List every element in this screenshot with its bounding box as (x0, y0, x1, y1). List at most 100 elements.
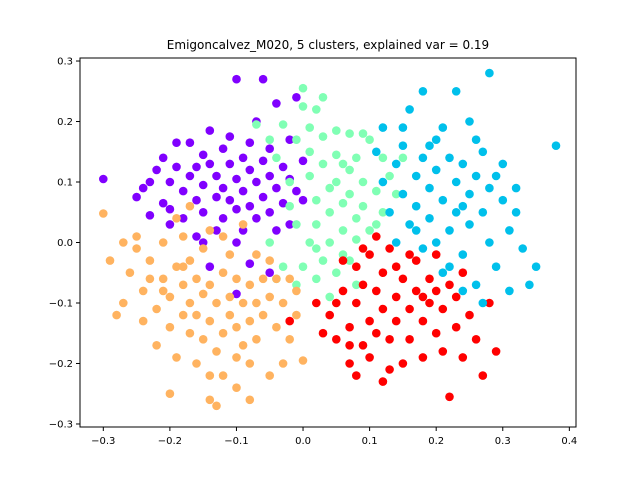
scatter-point (358, 129, 368, 138)
scatter-point (345, 129, 354, 138)
scatter-point (212, 347, 221, 356)
scatter-point (445, 153, 454, 163)
scatter-point (358, 244, 368, 253)
x-axis: −0.3 −0.2 −0.1 0.0 0.1 0.2 0.3 0.4 (91, 427, 577, 447)
scatter-point (238, 153, 248, 163)
scatter-point (272, 153, 281, 163)
scatter-point (491, 262, 501, 272)
scatter-point (485, 68, 494, 78)
scatter-point (212, 401, 221, 411)
scatter-point (272, 226, 281, 235)
scatter-point (198, 150, 208, 160)
scatter-point (265, 371, 275, 380)
scatter-point (332, 298, 341, 308)
scatter-point (178, 280, 188, 290)
scatter-point (312, 274, 321, 284)
scatter-point (465, 117, 474, 126)
scatter-point (125, 268, 135, 278)
scatter-point (178, 186, 188, 196)
scatter-point (198, 238, 208, 247)
x-tick-label: 0.3 (495, 436, 511, 447)
scatter-point (478, 147, 488, 157)
scatter-point (498, 159, 508, 169)
scatter-point (292, 186, 301, 196)
scatter-point (252, 214, 261, 223)
scatter-point (205, 226, 215, 235)
scatter-point (245, 259, 255, 269)
scatter-point (132, 232, 141, 241)
scatter-point (225, 159, 235, 169)
scatter-point (445, 392, 454, 402)
scatter-point (152, 304, 161, 314)
scatter-point (491, 347, 501, 356)
scatter-point (285, 201, 295, 211)
scatter-point (325, 292, 335, 302)
scatter-point (385, 171, 394, 181)
scatter-point (192, 359, 201, 368)
scatter-point (238, 220, 248, 229)
scatter-point (425, 274, 434, 284)
scatter-point (185, 138, 195, 147)
scatter-point (458, 201, 468, 211)
scatter-point (505, 286, 514, 296)
scatter-point (305, 238, 315, 247)
scatter-point (305, 171, 315, 181)
scatter-point (318, 256, 328, 265)
scatter-point (332, 150, 341, 160)
scatter-point (438, 195, 448, 205)
scatter-point (352, 153, 361, 163)
scatter-point (411, 286, 421, 296)
scatter-point (178, 232, 188, 241)
scatter-point (491, 171, 501, 181)
scatter-point (372, 286, 381, 296)
scatter-point (218, 214, 228, 223)
scatter-point (298, 262, 308, 272)
scatter-point (265, 292, 275, 302)
scatter-point (138, 183, 148, 193)
scatter-point (245, 395, 255, 405)
y-tick-label: −0.3 (49, 419, 73, 430)
scatter-point (312, 195, 321, 205)
scatter-point (165, 204, 175, 214)
scatter-point (451, 177, 461, 187)
scatter-point (165, 322, 175, 332)
scatter-point (245, 165, 255, 175)
scatter-point (458, 250, 468, 259)
scatter-point (305, 123, 315, 132)
scatter-point (212, 226, 221, 235)
scatter-point (152, 165, 161, 175)
scatter-point (205, 371, 215, 380)
y-tick-label: −0.1 (49, 298, 73, 309)
scatter-point (445, 262, 454, 272)
scatter-point (172, 353, 181, 362)
scatter-point (378, 268, 388, 278)
scatter-point (178, 214, 188, 223)
scatter-point (265, 268, 275, 278)
scatter-point (278, 298, 288, 308)
scatter-point (352, 371, 361, 380)
scatter-point (225, 292, 235, 302)
scatter-point (425, 214, 434, 223)
scatter-point (312, 244, 321, 253)
scatter-point (358, 201, 368, 211)
scatter-point (438, 123, 448, 132)
scatter-point (272, 99, 281, 108)
x-tick-label: −0.3 (91, 436, 115, 447)
scatter-point (258, 156, 268, 166)
scatter-point (378, 123, 388, 132)
scatter-point (158, 274, 168, 284)
scatter-point (158, 286, 168, 296)
scatter-point (285, 135, 295, 144)
scatter-point (132, 192, 141, 202)
scatter-point (198, 180, 208, 190)
scatter-point (185, 298, 195, 308)
scatter-point (345, 359, 354, 368)
scatter-point (245, 316, 255, 326)
scatter-point (352, 298, 361, 308)
scatter-point (145, 256, 155, 265)
scatter-point (345, 322, 354, 332)
scatter-point (198, 335, 208, 344)
scatter-point (425, 141, 434, 150)
scatter-point (385, 335, 394, 344)
